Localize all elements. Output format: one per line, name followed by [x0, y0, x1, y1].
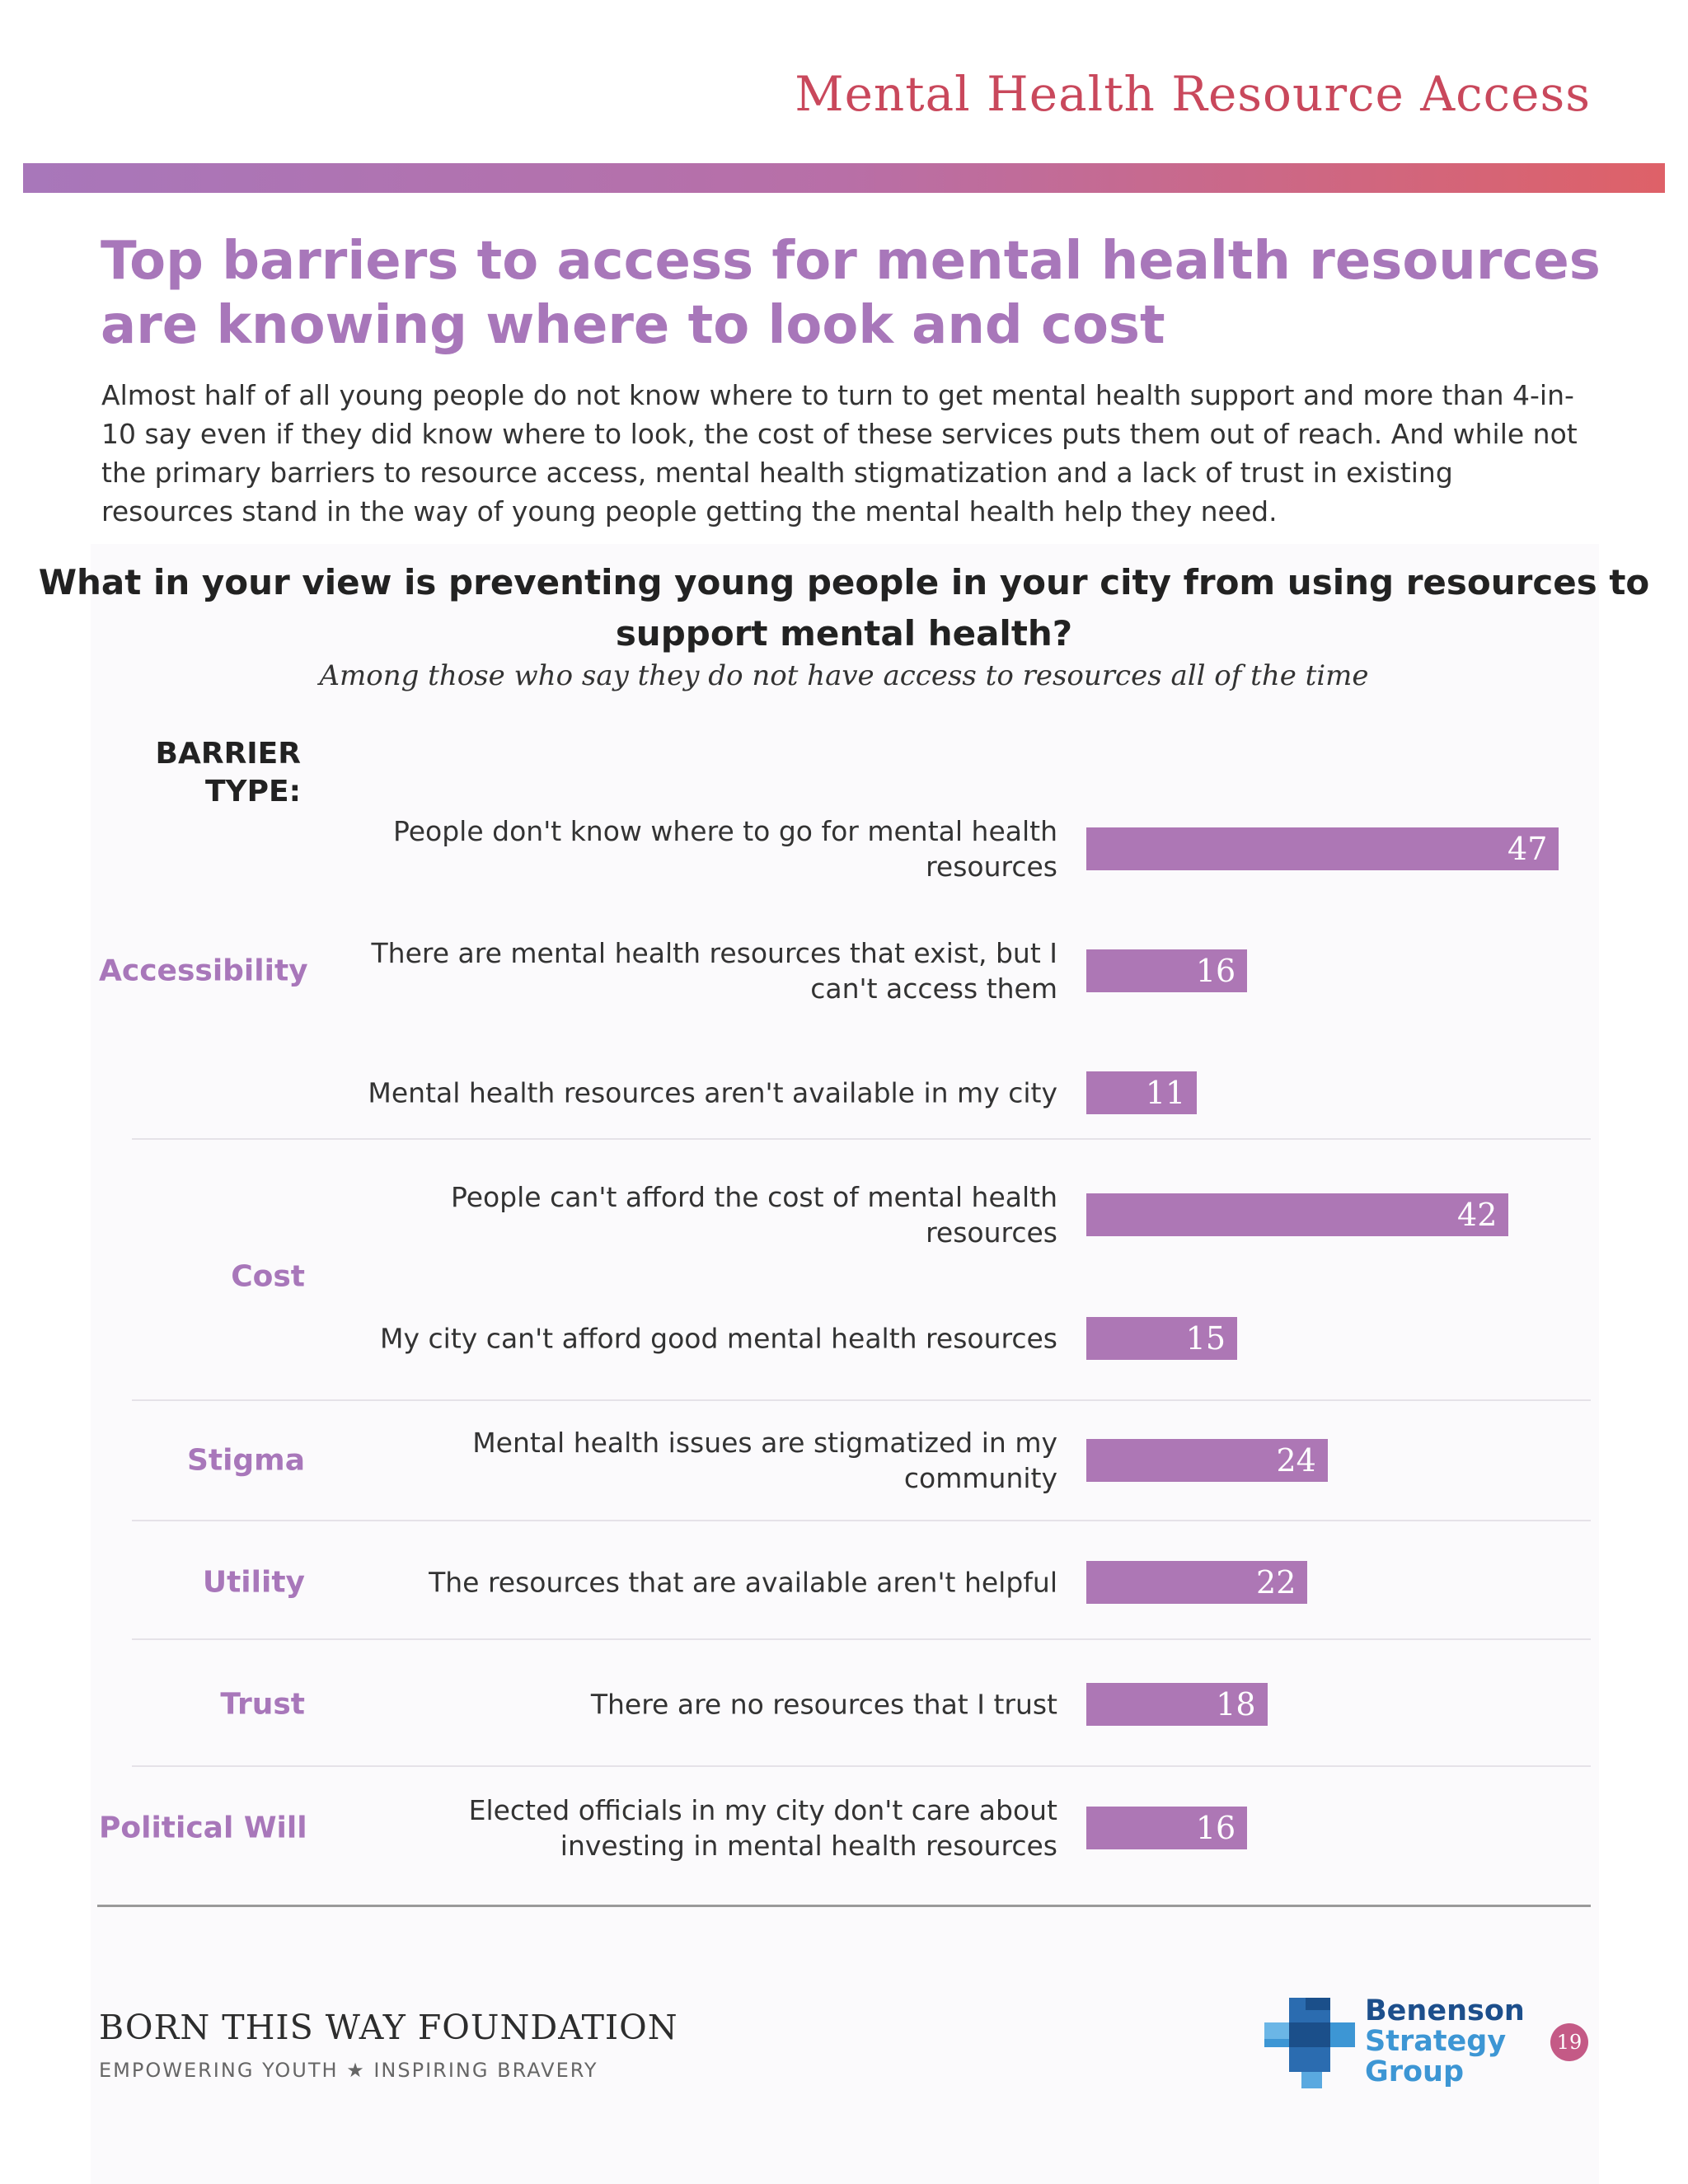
- bar-value-label: 16: [1195, 953, 1236, 989]
- bar-label: The resources that are available aren't …: [429, 1566, 1057, 1599]
- bar: 47: [1086, 827, 1559, 870]
- chart-title: What in your view is preventing young pe…: [38, 562, 1650, 654]
- group-divider: [132, 1399, 1591, 1401]
- barrier-group-label: Utility: [202, 1565, 305, 1600]
- group-divider: [132, 1520, 1591, 1521]
- content-background: [91, 544, 1599, 2184]
- bar-value-label: 42: [1457, 1197, 1498, 1233]
- partner-logo-text: Benenson Strategy Group: [1365, 1996, 1525, 2088]
- group-divider: [132, 1765, 1591, 1767]
- bar-value-label: 24: [1276, 1442, 1316, 1479]
- org-name: BORN THIS WAY FOUNDATION: [99, 2008, 678, 2047]
- barrier-group-label: Trust: [220, 1687, 305, 1722]
- bar-value-label: 47: [1507, 831, 1548, 867]
- bar: 16: [1086, 949, 1248, 992]
- org-tagline: EMPOWERING YOUTH ★ INSPIRING BRAVERY: [99, 2059, 598, 2082]
- bar-value-label: 22: [1256, 1564, 1296, 1601]
- partner-name-line-2: Strategy: [1365, 2025, 1507, 2058]
- bar-label: There are no resources that I trust: [590, 1688, 1057, 1721]
- bar-label: Elected officials in my city don't care …: [468, 1794, 1057, 1862]
- bar-value-label: 18: [1216, 1686, 1256, 1722]
- bar-label: People don't know where to go for mental…: [393, 815, 1057, 883]
- bar: 18: [1086, 1683, 1268, 1726]
- bar-label: Mental health issues are stigmatized in …: [472, 1427, 1057, 1494]
- barrier-group-label: Cost: [231, 1259, 305, 1294]
- bar: 22: [1086, 1561, 1308, 1604]
- bar-label: There are mental health resources that e…: [371, 937, 1057, 1005]
- barrier-type-header: BARRIER TYPE:: [155, 737, 301, 808]
- bar-value-label: 11: [1145, 1075, 1186, 1111]
- intro-paragraph: Almost half of all young people do not k…: [101, 379, 1578, 527]
- bar: 16: [1086, 1807, 1248, 1849]
- header-gradient-bar: [23, 163, 1665, 193]
- page-headline: Top barriers to access for mental health…: [101, 231, 1601, 356]
- bar-label: My city can't afford good mental health …: [380, 1322, 1057, 1355]
- barrier-group-label: Political Will: [99, 1811, 307, 1845]
- group-divider: [132, 1138, 1591, 1140]
- bar-value-label: 15: [1185, 1320, 1226, 1357]
- bar-label: People can't afford the cost of mental h…: [450, 1181, 1057, 1249]
- partner-name-line-1: Benenson: [1365, 1994, 1525, 2027]
- bar: 42: [1086, 1193, 1509, 1236]
- bar: 15: [1086, 1317, 1237, 1360]
- group-divider: [132, 1638, 1591, 1640]
- barrier-group-label: Accessibility: [99, 954, 308, 988]
- chart-subtitle: Among those who say they do not have acc…: [319, 659, 1369, 692]
- bar-label: Mental health resources aren't available…: [368, 1076, 1057, 1109]
- benenson-logo-icon: [1264, 1998, 1355, 2088]
- bar-value-label: 16: [1195, 1810, 1236, 1846]
- page-number-badge: 19: [1550, 2023, 1588, 2061]
- footer-divider: [97, 1905, 1591, 1907]
- section-title: Mental Health Resource Access: [795, 66, 1591, 122]
- barrier-group-label: Stigma: [186, 1443, 305, 1478]
- bar: 11: [1086, 1071, 1198, 1114]
- partner-name-line-3: Group: [1365, 2055, 1465, 2088]
- bar: 24: [1086, 1439, 1328, 1482]
